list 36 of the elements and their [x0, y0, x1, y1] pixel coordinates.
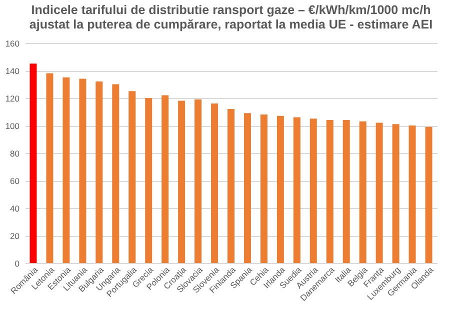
bar	[359, 121, 366, 263]
bar	[178, 100, 186, 263]
bar	[145, 98, 152, 263]
bar	[79, 78, 86, 263]
y-tick-label: 140	[5, 66, 20, 76]
y-tick-label: 160	[5, 38, 20, 48]
bar	[128, 91, 136, 263]
bar	[425, 126, 432, 263]
text: ajustat la puterea de cumpărare, raportat la media UE - estimare AEI	[29, 18, 433, 32]
bar	[392, 124, 400, 263]
y-tick-label: 80	[10, 148, 20, 158]
y-tick-label: 60	[10, 176, 20, 186]
y-tick-label: 100	[5, 121, 20, 131]
bar	[228, 109, 234, 263]
bar	[293, 117, 300, 263]
y-tick-label: 0	[14, 258, 20, 268]
bar	[408, 126, 416, 263]
bar	[30, 64, 37, 263]
bar	[260, 114, 268, 263]
bar	[310, 118, 317, 263]
text: Indicele tarifului de distributie ransport gaze – €/kWh/km/1000 mc/h	[31, 3, 431, 17]
bar	[342, 120, 350, 263]
y-tick-label: 40	[10, 204, 20, 214]
bar	[211, 104, 218, 263]
bar	[96, 82, 103, 263]
y-tick-label: 20	[10, 231, 20, 241]
bar	[162, 95, 169, 263]
bar	[62, 77, 70, 263]
y-tick-label: 120	[5, 94, 20, 104]
bar	[46, 73, 54, 263]
bar	[194, 99, 202, 263]
bar	[376, 122, 383, 263]
bar	[244, 113, 251, 263]
bar	[276, 116, 284, 263]
bar	[326, 120, 334, 263]
bar	[112, 84, 120, 263]
